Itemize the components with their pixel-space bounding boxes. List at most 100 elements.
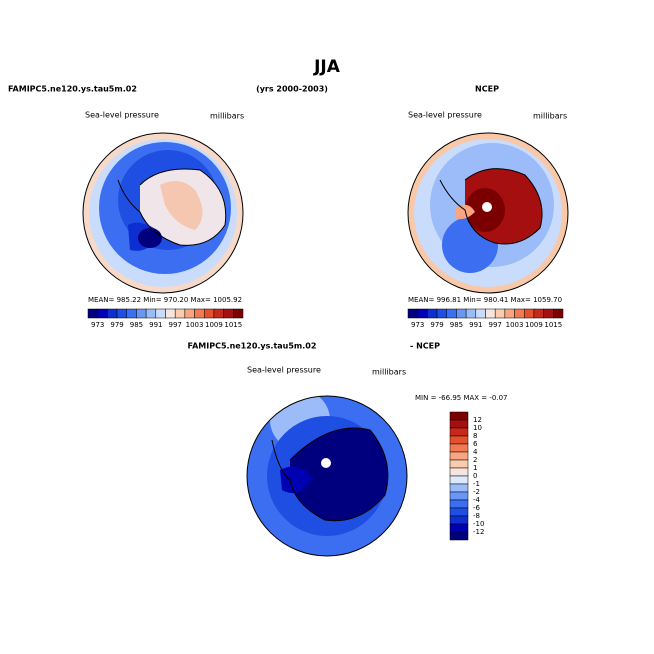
panel-stats: MIN = -66.95 MAX = -0.07 [415, 394, 508, 402]
colorbar-label: 997 [169, 321, 182, 329]
map-border [246, 395, 408, 557]
colorbar-label: 979 [430, 321, 443, 329]
colorbar-box [97, 308, 108, 319]
colorbar-box [107, 308, 118, 319]
colorbar-box [449, 411, 469, 421]
colorbar-box [449, 451, 469, 461]
panel-units: millibars [210, 112, 244, 121]
colorbar-box [204, 308, 215, 319]
colorbar-label: 973 [411, 321, 424, 329]
colorbar-box [449, 523, 469, 533]
map-diff [247, 396, 407, 556]
colorbar-box [116, 308, 127, 319]
colorbar-box [174, 308, 186, 319]
colorbar-label: 1 [473, 464, 477, 472]
colorbar-box [465, 308, 477, 319]
colorbar-box [407, 308, 418, 319]
colorbar-label: 0 [473, 472, 477, 480]
colorbar-box [449, 491, 469, 501]
panel-units: millibars [372, 368, 406, 377]
panel-stats: MEAN= 985.22 Min= 970.20 Max= 1005.92 [88, 296, 242, 304]
colorbar-box [145, 308, 157, 319]
header-center: (yrs 2000-2003) [256, 85, 328, 94]
colorbar-label: 4 [473, 448, 478, 456]
header-left: FAMIPC5.ne120.ys.tau5m.02 [8, 85, 137, 94]
colorbar-box [449, 467, 469, 477]
panel-label: Sea-level pressure [85, 111, 159, 120]
map-model [83, 133, 243, 293]
colorbar-label: 1009 [525, 321, 543, 329]
colorbar-label: -8 [473, 512, 480, 520]
colorbar-box [475, 308, 486, 319]
colorbar-box [436, 308, 447, 319]
colorbar-box [524, 308, 535, 319]
colorbar-box [449, 475, 469, 485]
colorbar-label: -6 [473, 504, 481, 512]
colorbar-label: 1003 [506, 321, 524, 329]
diff-header-right: - NCEP [410, 342, 440, 351]
colorbar-box [494, 308, 506, 319]
colorbar-label: -1 [473, 480, 480, 488]
colorbar-label: 1009 [205, 321, 223, 329]
colorbar-label: -4 [473, 496, 481, 504]
colorbar-box [126, 308, 137, 319]
diff-header-left: FAMIPC5.ne120.ys.tau5m.02 [188, 342, 317, 351]
colorbar-box [223, 308, 234, 319]
colorbar-label: 991 [469, 321, 482, 329]
colorbar-box [194, 308, 205, 319]
colorbar-box [233, 308, 244, 319]
colorbar-box [456, 308, 467, 319]
colorbar-label: -10 [473, 520, 484, 528]
colorbar-label: -2 [473, 488, 480, 496]
colorbar-label: 1015 [544, 321, 562, 329]
colorbar-box [449, 515, 469, 525]
colorbar-box [449, 531, 469, 541]
map-border [82, 132, 244, 294]
colorbar-box [165, 308, 176, 319]
colorbar-box [449, 483, 469, 493]
colorbar-box [514, 308, 525, 319]
panel-stats: MEAN= 996.81 Min= 980.41 Max= 1059.70 [408, 296, 562, 304]
colorbar-label: 2 [473, 456, 477, 464]
colorbar-box [449, 443, 469, 453]
map-obs [408, 133, 568, 293]
colorbar-label: 12 [473, 416, 482, 424]
colorbar-box [87, 308, 98, 319]
colorbar-label: 1003 [186, 321, 204, 329]
colorbar-box [155, 308, 166, 319]
panel-units: millibars [533, 112, 567, 121]
colorbar-box [446, 308, 457, 319]
panel-label: Sea-level pressure [408, 111, 482, 120]
map-border [407, 132, 569, 294]
colorbar-label: 997 [489, 321, 502, 329]
title: JJA [313, 57, 341, 77]
header-right: NCEP [475, 85, 499, 94]
colorbar-label: 10 [473, 424, 482, 432]
colorbar-box [543, 308, 554, 319]
colorbar-box [136, 308, 147, 319]
colorbar-label: 985 [130, 321, 143, 329]
colorbar-box [449, 459, 469, 469]
colorbar-label: 979 [110, 321, 123, 329]
colorbar-box [449, 435, 469, 445]
colorbar-box [449, 507, 469, 517]
colorbar-box [449, 499, 469, 509]
colorbar-box [449, 427, 469, 437]
colorbar-box [553, 308, 564, 319]
colorbar-box [417, 308, 428, 319]
colorbar-label: 8 [473, 432, 477, 440]
colorbar-box [485, 308, 496, 319]
colorbar-box [427, 308, 438, 319]
colorbar-box [533, 308, 544, 319]
colorbar-box [449, 419, 469, 429]
colorbar-label: -12 [473, 528, 484, 536]
colorbar-box [504, 308, 515, 319]
colorbar-label: 973 [91, 321, 104, 329]
colorbar-box [184, 308, 195, 319]
colorbar-label: 1015 [224, 321, 242, 329]
colorbar-label: 985 [450, 321, 463, 329]
colorbar-label: 991 [149, 321, 162, 329]
colorbar-box [213, 308, 224, 319]
panel-label: Sea-level pressure [247, 366, 321, 375]
